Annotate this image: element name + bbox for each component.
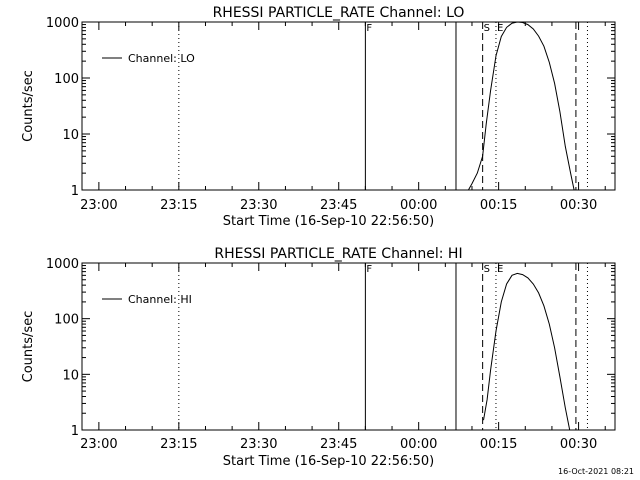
plot-frame xyxy=(81,21,616,191)
footer-timestamp: 16-Oct-2021 08:21 xyxy=(558,467,634,476)
series-line xyxy=(483,272,571,431)
x-tick-label: 00:00 xyxy=(400,198,437,213)
chart-title: RHESSI PARTICLE_RATE Channel: HI xyxy=(214,246,462,262)
event-marker-label: F xyxy=(366,23,372,34)
chart-panel-1: RHESSI PARTICLE_RATE Channel: LO 1 10 100 10… xyxy=(21,5,616,229)
x-tick-label: 23:45 xyxy=(320,437,357,452)
x-tick-label: 23:15 xyxy=(160,198,197,213)
event-marker-label: S xyxy=(484,23,490,34)
y-tick-label: 1000 xyxy=(46,257,79,272)
y-tick-label: 1 xyxy=(71,424,79,439)
y-tick-label: 1 xyxy=(71,184,79,199)
x-tick-label: 00:15 xyxy=(480,198,517,213)
event-marker-label: E xyxy=(497,264,503,275)
y-tick-label: 10 xyxy=(62,368,79,383)
event-marker-label: S xyxy=(484,264,490,275)
x-tick-label: 23:45 xyxy=(320,198,357,213)
chart-panel-2: RHESSI PARTICLE_RATE Channel: HI 1 10 100 10… xyxy=(21,246,616,469)
series-line xyxy=(467,21,575,191)
chart-title: RHESSI PARTICLE_RATE Channel: LO xyxy=(213,5,465,21)
x-tick-label: 00:00 xyxy=(400,437,437,452)
x-tick-label: 00:15 xyxy=(480,437,517,452)
y-axis-label: Counts/sec xyxy=(21,311,36,383)
x-axis-label: Start Time (16-Sep-10 22:56:50) xyxy=(223,454,434,469)
y-tick-label: 10 xyxy=(62,128,79,143)
x-tick-label: 23:00 xyxy=(80,198,117,213)
plot-frame xyxy=(81,262,616,431)
x-axis-label: Start Time (16-Sep-10 22:56:50) xyxy=(223,214,434,229)
x-tick-label: 00:30 xyxy=(560,437,597,452)
legend-label: Channel: HI xyxy=(128,293,192,306)
x-tick-label: 23:00 xyxy=(80,437,117,452)
x-tick-label: 23:30 xyxy=(240,437,277,452)
event-marker-label: F xyxy=(366,264,372,275)
y-tick-label: 100 xyxy=(54,313,79,328)
y-tick-label: 100 xyxy=(54,72,79,87)
x-tick-label: 23:30 xyxy=(240,198,277,213)
y-tick-label: 1000 xyxy=(46,16,79,31)
x-tick-label: 23:15 xyxy=(160,437,197,452)
event-marker-label: E xyxy=(497,23,503,34)
x-tick-label: 00:30 xyxy=(560,198,597,213)
legend-label: Channel: LO xyxy=(128,52,195,65)
y-axis-label: Counts/sec xyxy=(21,70,36,142)
